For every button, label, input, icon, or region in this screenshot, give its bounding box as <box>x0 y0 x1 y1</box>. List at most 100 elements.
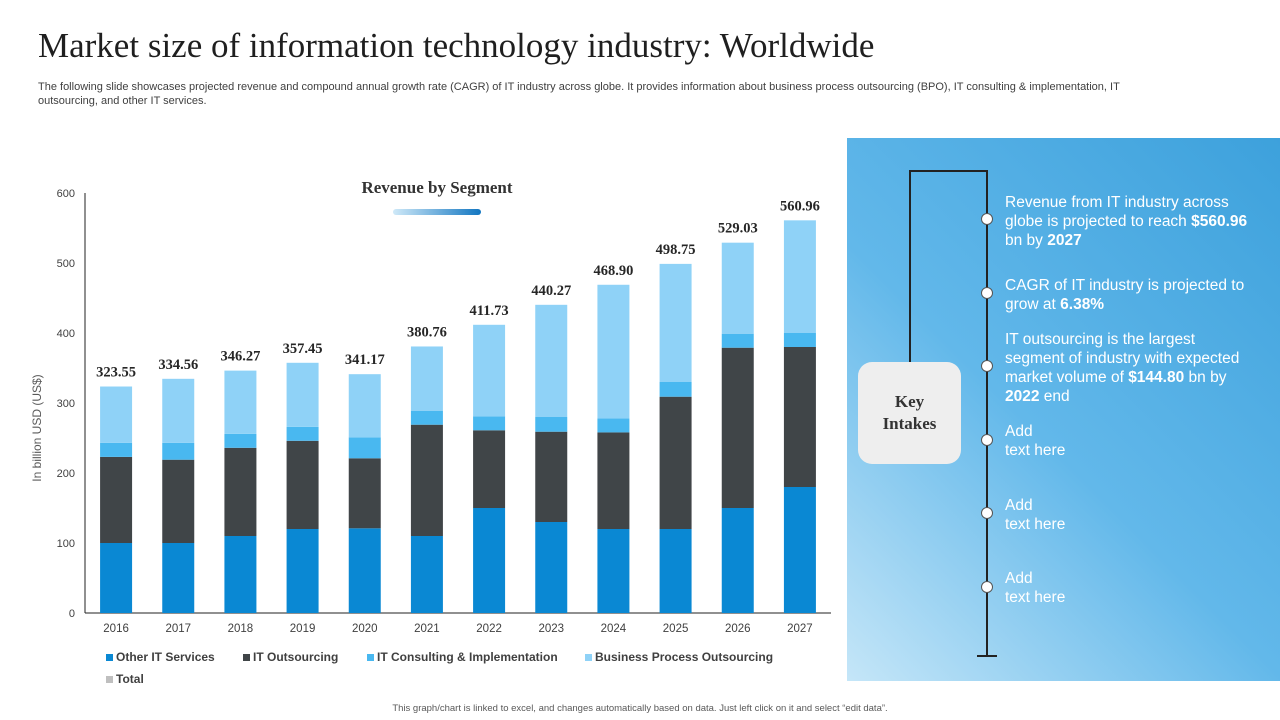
y-tick-label: 100 <box>57 538 75 550</box>
legend-label: Business Process Outsourcing <box>595 650 774 664</box>
key-intake-text: IT outsourcing is the largest segment of… <box>1005 331 1240 405</box>
bar-bpo <box>348 374 381 438</box>
total-data-label: 334.56 <box>158 357 198 373</box>
legend-swatch <box>106 653 113 661</box>
bar-other <box>224 536 257 613</box>
chart-title: Revenue by Segment <box>361 178 512 197</box>
legend-label: IT Consulting & Implementation <box>377 650 558 664</box>
bar-other <box>410 536 443 613</box>
bar-bpo <box>659 263 692 382</box>
bar-bpo <box>783 220 816 333</box>
bar-consulting <box>410 410 443 425</box>
bar-outsourcing <box>535 431 568 522</box>
y-tick-label: 300 <box>57 398 75 410</box>
key-intake-text: CAGR of IT industry is projected to grow… <box>1005 277 1245 313</box>
x-tick-label: 2023 <box>538 623 564 635</box>
total-data-label: 380.76 <box>407 324 447 340</box>
bar-other <box>535 522 568 613</box>
total-data-label: 529.03 <box>718 221 758 237</box>
y-tick-label: 500 <box>57 258 75 270</box>
key-intakes-box: Key Intakes <box>858 362 961 464</box>
total-data-label: 440.27 <box>531 283 571 299</box>
bar-outsourcing <box>721 347 754 508</box>
bar-consulting <box>286 426 319 441</box>
legend-swatch <box>106 675 113 683</box>
y-axis-label: In billion USD (US$) <box>30 374 44 481</box>
bar-bpo <box>286 362 319 427</box>
bar-outsourcing <box>224 447 257 536</box>
timeline-dot <box>981 581 993 593</box>
bar-bpo <box>597 284 630 419</box>
legend-label: Other IT Services <box>116 650 215 664</box>
page-subtitle: The following slide showcases projected … <box>38 81 1120 107</box>
x-tick-label: 2024 <box>601 623 627 635</box>
timeline-dot <box>981 360 993 372</box>
bar-other <box>783 487 816 613</box>
bar-consulting <box>597 418 630 433</box>
legend-swatch <box>367 653 374 661</box>
total-data-label: 341.17 <box>345 352 385 368</box>
footer-note: This graph/chart is linked to excel, and… <box>392 703 888 714</box>
x-tick-label: 2025 <box>663 623 689 635</box>
y-tick-label: 400 <box>57 328 75 340</box>
legend-swatch <box>585 653 592 661</box>
bar-consulting <box>348 437 381 459</box>
bar-bpo <box>100 386 133 443</box>
bar-bpo <box>162 378 195 443</box>
timeline-end-cap <box>977 655 997 657</box>
legend-swatch <box>243 653 250 661</box>
legend-label: Total <box>116 672 144 686</box>
key-intake-text: Add text here <box>1005 423 1066 459</box>
timeline-top-rule <box>909 170 987 172</box>
total-data-label: 498.75 <box>656 242 696 258</box>
bar-other <box>659 529 692 613</box>
bar-consulting <box>100 442 133 457</box>
x-tick-label: 2020 <box>352 623 378 635</box>
bar-outsourcing <box>659 396 692 529</box>
x-tick-label: 2022 <box>476 623 502 635</box>
y-tick-label: 0 <box>69 608 75 620</box>
bar-bpo <box>721 242 754 334</box>
x-tick-label: 2016 <box>103 623 129 635</box>
bar-other <box>286 529 319 613</box>
bar-other <box>162 543 195 613</box>
bar-consulting <box>535 417 568 432</box>
timeline-dot <box>981 287 993 299</box>
legend-item: Total <box>106 672 144 686</box>
total-data-label: 411.73 <box>470 303 509 319</box>
bar-outsourcing <box>473 430 506 508</box>
revenue-chart: Revenue by Segment In billion USD (US$) … <box>30 178 831 635</box>
bar-bpo <box>410 346 443 411</box>
x-tick-label: 2021 <box>414 623 440 635</box>
total-data-label: 323.55 <box>96 365 136 381</box>
bar-outsourcing <box>162 459 195 543</box>
total-data-label: 357.45 <box>283 341 323 357</box>
bar-bpo <box>224 370 257 434</box>
total-data-label: 346.27 <box>220 349 260 365</box>
timeline-dot <box>981 434 993 446</box>
timeline-dot <box>981 507 993 519</box>
bar-consulting <box>721 333 754 348</box>
bar-bpo <box>535 304 568 417</box>
legend-item: Other IT Services <box>106 650 215 664</box>
legend-label: IT Outsourcing <box>253 650 339 664</box>
bar-other <box>721 508 754 613</box>
bar-other <box>348 528 381 613</box>
bar-outsourcing <box>410 424 443 536</box>
bar-consulting <box>659 382 692 397</box>
chart-title-underline <box>393 209 481 215</box>
key-intake-text: Add text here <box>1005 497 1066 533</box>
x-tick-label: 2026 <box>725 623 751 635</box>
y-tick-label: 200 <box>57 468 75 480</box>
x-tick-label: 2019 <box>290 623 316 635</box>
legend-item: Business Process Outsourcing <box>585 650 773 664</box>
bar-consulting <box>162 442 195 460</box>
total-data-label: 468.90 <box>593 263 633 279</box>
legend-item: IT Consulting & Implementation <box>367 650 558 664</box>
key-intake-text: Revenue from IT industry across globe is… <box>1005 194 1248 249</box>
bar-consulting <box>224 433 257 448</box>
timeline-left-rule <box>909 170 911 362</box>
bar-outsourcing <box>783 347 816 487</box>
bar-other <box>100 543 133 613</box>
x-tick-label: 2018 <box>228 623 254 635</box>
